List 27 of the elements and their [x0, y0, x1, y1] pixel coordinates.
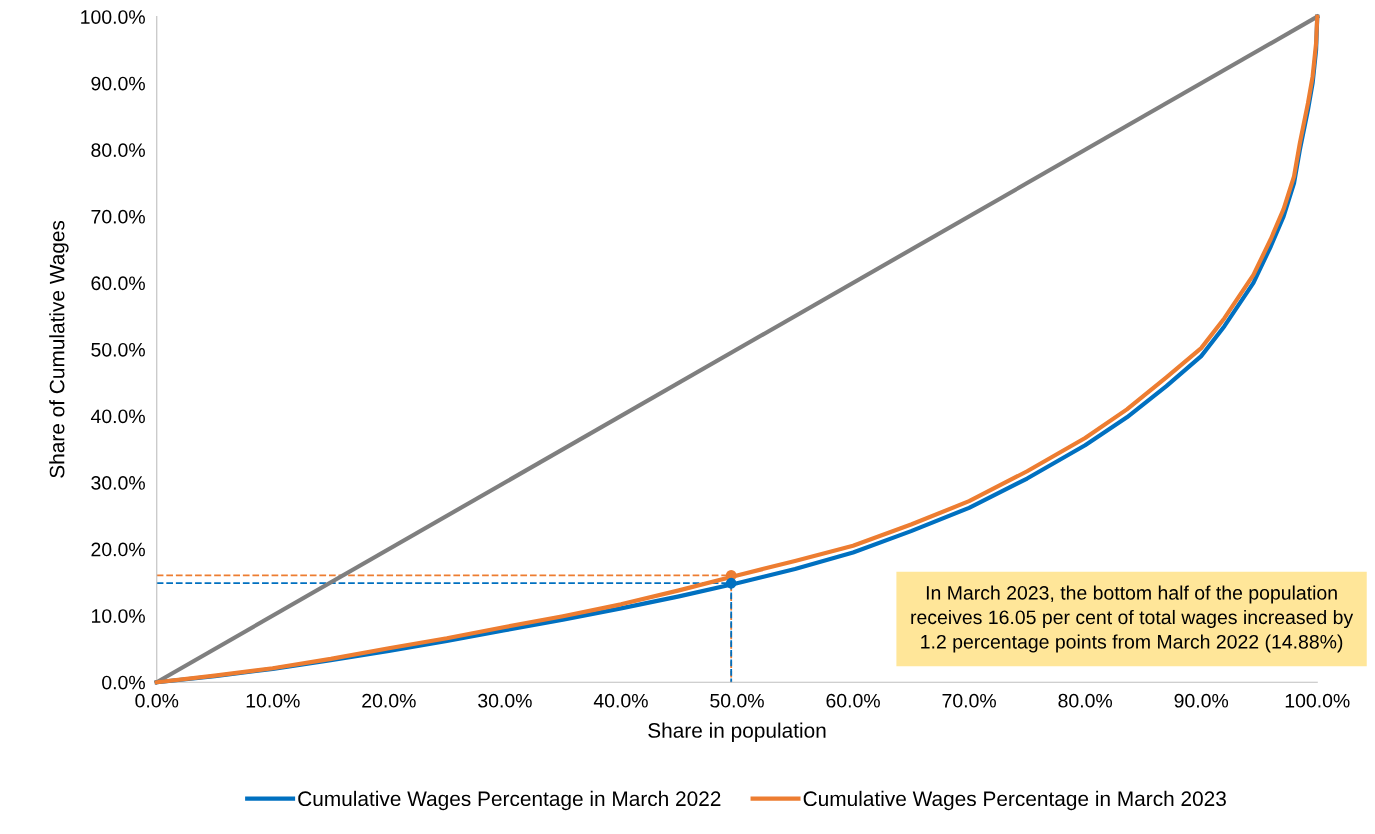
y-tick-label: 80.0% [91, 143, 145, 158]
y-tick-label: 90.0% [91, 76, 145, 91]
x-tick-label: 80.0% [1058, 693, 1113, 708]
y-tick-label: 40.0% [90, 409, 145, 424]
x-tick-label: 0.0% [135, 693, 179, 708]
y-tick-label: 50.0% [91, 342, 145, 357]
x-tick-label: 40.0% [593, 693, 648, 708]
y-tick-label: 100.0% [81, 10, 145, 24]
y-tick-label: 20.0% [91, 542, 145, 557]
y-axis-title: Share of Cumulative Wages [49, 220, 69, 478]
legend-label: Cumulative Wages Percentage in March 2023 [803, 790, 1226, 811]
x-tick-label: 90.0% [1174, 693, 1229, 708]
x-tick-label: 20.0% [362, 693, 416, 708]
x-tick-label: 50.0% [710, 693, 764, 708]
y-tick-label: 60.0% [91, 276, 145, 291]
y-tick-label: 30.0% [91, 476, 145, 490]
x-tick-label: 30.0% [478, 693, 532, 708]
x-axis-title: Share in population [648, 722, 826, 742]
x-tick-label: 70.0% [942, 693, 996, 708]
y-tick-label: 70.0% [91, 209, 145, 224]
x-tick-label: 60.0% [826, 693, 880, 708]
y-tick-label: 10.0% [91, 609, 145, 623]
x-tick-label: 10.0% [246, 693, 300, 708]
y-tick-label: 0.0% [102, 675, 145, 690]
legend-label: Cumulative Wages Percentage in March 2022 [298, 790, 721, 811]
x-tick-label: 100.0% [1285, 693, 1350, 708]
annotation: In March 2023, the bottom half of the population receives 16.05 per cent of total wages increased by 1.2 percentage points from March 2022 (14.88%) [911, 585, 1354, 653]
